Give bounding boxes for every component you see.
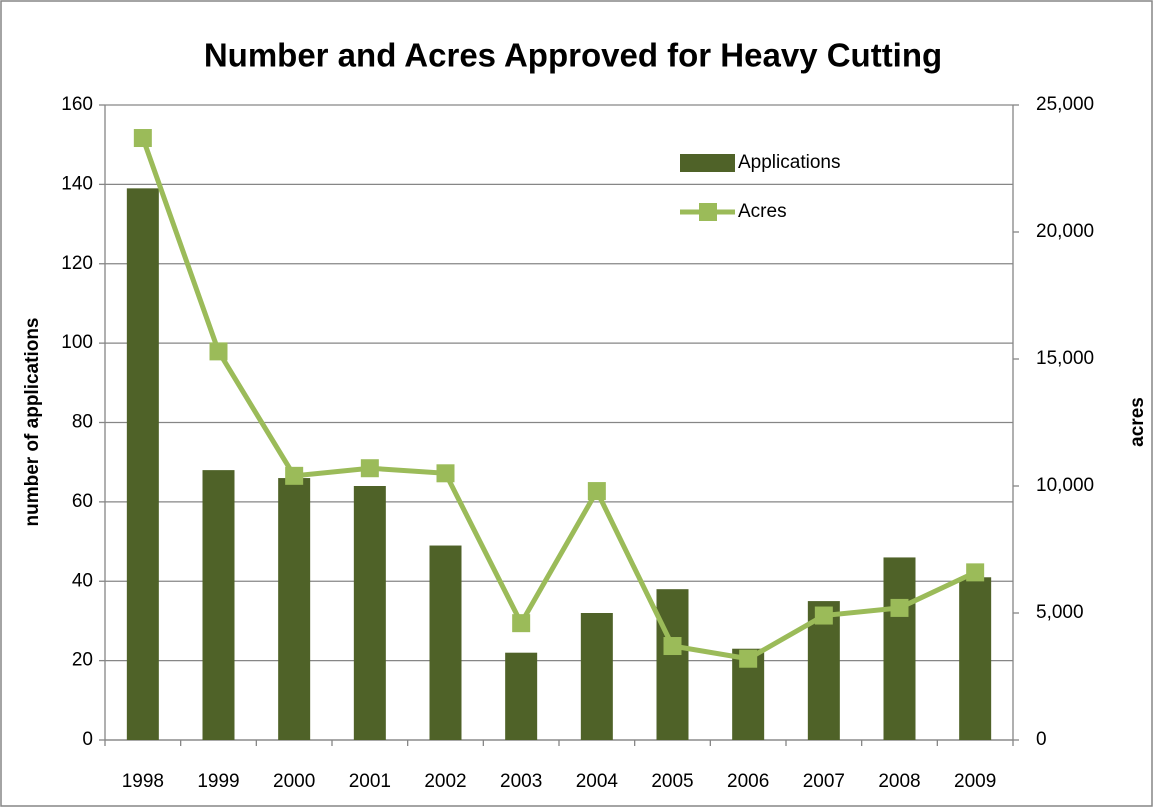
y2-tick-label: 20,000 — [1036, 221, 1094, 242]
x-tick-label: 2009 — [954, 771, 996, 792]
legend-label: Applications — [738, 152, 840, 173]
y-tick-label: 120 — [61, 253, 93, 274]
x-tick-label: 1998 — [122, 771, 164, 792]
y-tick-label: 60 — [72, 491, 93, 512]
y2-tick-label: 25,000 — [1036, 94, 1094, 115]
bar — [278, 478, 311, 740]
x-tick-label: 2005 — [651, 771, 693, 792]
x-tick-label: 2001 — [349, 771, 391, 792]
x-tick-label: 2002 — [424, 771, 466, 792]
x-tick-label: 2007 — [803, 771, 845, 792]
y-tick-label: 20 — [72, 650, 93, 671]
y-tick-label: 0 — [82, 729, 93, 750]
bar — [505, 652, 538, 740]
bar — [202, 470, 235, 740]
bar — [883, 557, 916, 740]
marker — [209, 342, 228, 361]
x-tick-label: 1999 — [197, 771, 239, 792]
bar — [580, 613, 613, 740]
y-axis-title: number of applications — [22, 317, 43, 526]
marker — [587, 482, 606, 501]
bar — [959, 577, 992, 740]
y2-tick-label: 10,000 — [1036, 475, 1094, 496]
y-tick-label: 80 — [72, 412, 93, 433]
y-tick-label: 40 — [72, 570, 93, 591]
marker — [436, 464, 455, 483]
line — [140, 137, 977, 662]
y2-tick-label: 0 — [1036, 729, 1047, 750]
legend-label: Acres — [738, 201, 787, 222]
marker — [285, 466, 304, 485]
x-tick-label: 2004 — [576, 771, 619, 792]
x-tick-label: 2003 — [500, 771, 542, 792]
marker — [512, 614, 531, 633]
x-tick-label: 2000 — [273, 771, 315, 792]
marker — [966, 563, 985, 582]
marker — [814, 606, 833, 625]
bar — [126, 188, 159, 740]
marker — [663, 637, 682, 656]
legend-marker — [699, 203, 717, 221]
bar — [429, 545, 462, 740]
legend-swatch — [680, 154, 735, 172]
y2-axis-title: acres — [1127, 397, 1148, 447]
marker — [739, 649, 758, 668]
bar — [656, 589, 689, 740]
marker — [890, 598, 909, 617]
x-tick-label: 2006 — [727, 771, 769, 792]
y2-tick-label: 15,000 — [1036, 348, 1094, 369]
y-tick-label: 160 — [61, 94, 93, 115]
marker — [133, 129, 152, 148]
bar — [353, 486, 386, 740]
x-tick-label: 2008 — [878, 771, 920, 792]
y2-tick-label: 5,000 — [1036, 602, 1084, 623]
marker — [360, 459, 379, 478]
y-tick-label: 140 — [61, 173, 93, 194]
y-tick-label: 100 — [61, 332, 93, 353]
chart-title: Number and Acres Approved for Heavy Cutt… — [204, 37, 942, 74]
